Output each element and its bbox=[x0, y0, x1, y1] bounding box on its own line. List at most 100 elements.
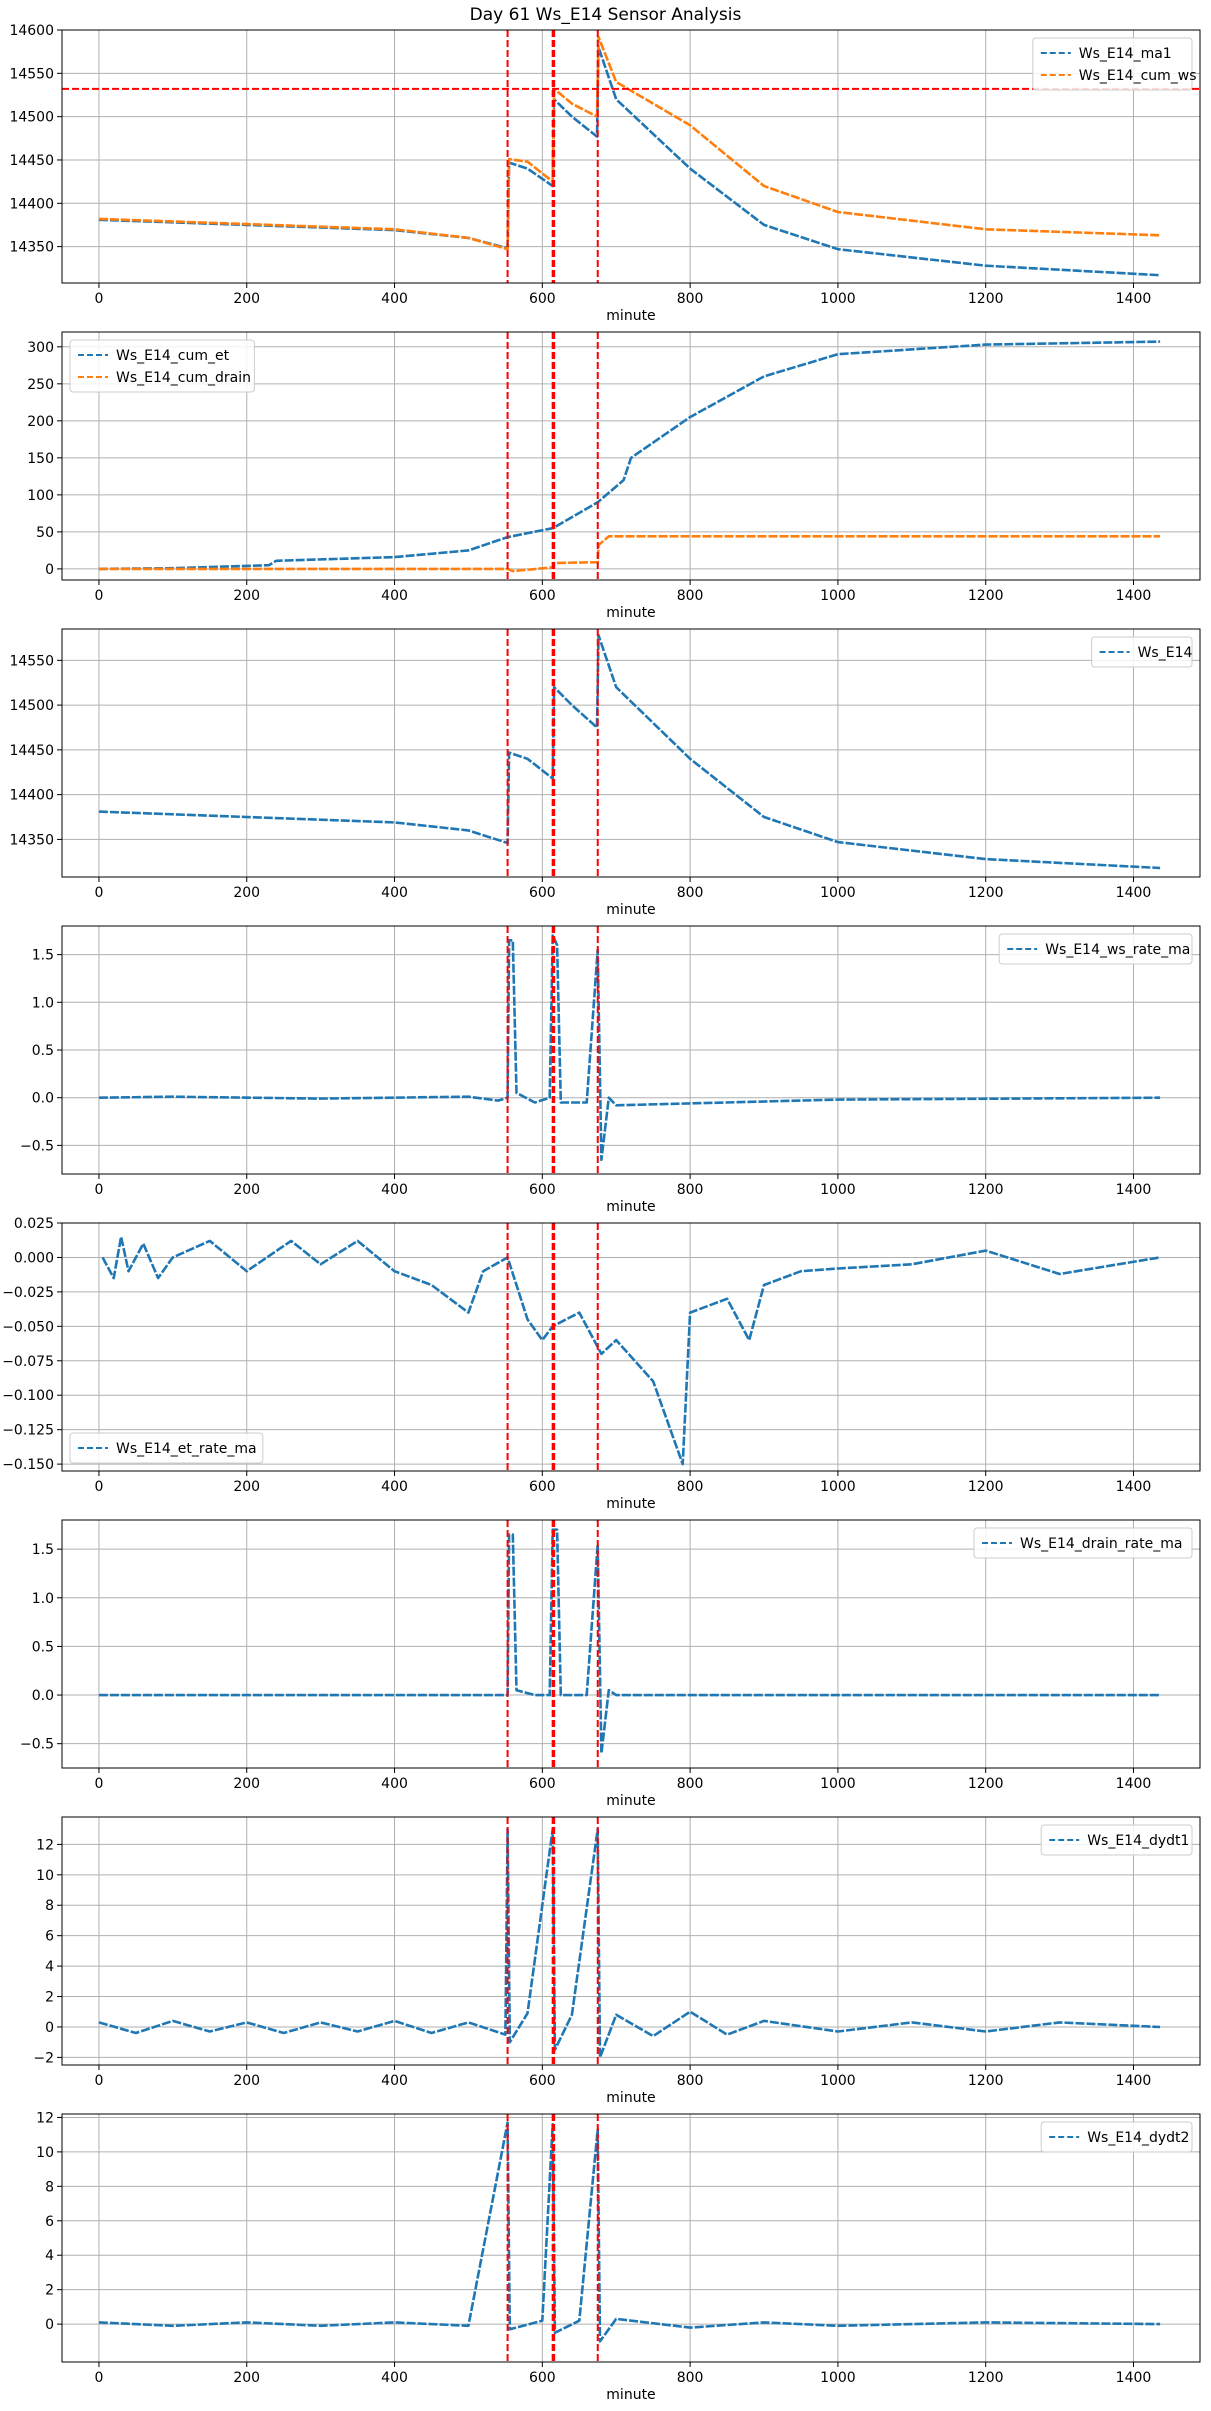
y-tick-label: 0.5 bbox=[32, 1043, 54, 1059]
y-tick-label: 50 bbox=[36, 525, 54, 541]
plot-area bbox=[98, 332, 1161, 580]
x-tick-label: 0 bbox=[94, 291, 103, 307]
x-tick-label: 200 bbox=[233, 1182, 260, 1198]
x-axis-label: minute bbox=[606, 605, 655, 621]
y-tick-label: 0 bbox=[45, 2020, 54, 2036]
legend-label: Ws_E14_cum_et bbox=[116, 348, 230, 364]
y-tick-label: −0.125 bbox=[2, 1423, 54, 1439]
y-tick-label: 10 bbox=[36, 2145, 54, 2161]
x-tick-label: 600 bbox=[529, 2073, 556, 2089]
x-tick-label: 800 bbox=[677, 2370, 704, 2386]
legend: Ws_E14_dydt2 bbox=[1040, 2121, 1193, 2153]
x-tick-label: 200 bbox=[233, 1479, 260, 1495]
legend-label: Ws_E14_et_rate_ma bbox=[116, 1441, 257, 1457]
y-tick-label: 1.5 bbox=[32, 948, 54, 964]
series-line-Ws_E14_et_rate_ma bbox=[101, 1235, 1161, 1466]
legend-label: Ws_E14_cum_ws bbox=[1079, 68, 1197, 84]
y-tick-label: 250 bbox=[27, 377, 54, 393]
x-tick-label: 1200 bbox=[968, 588, 1004, 604]
legend: Ws_E14_ma1 Ws_E14_cum_ws bbox=[1032, 37, 1197, 91]
y-tick-label: 300 bbox=[27, 340, 54, 356]
series-line-Ws_E14_dydt1 bbox=[98, 1827, 1161, 2059]
x-tick-label: 1400 bbox=[1116, 291, 1152, 307]
x-tick-label: 1200 bbox=[968, 2073, 1004, 2089]
legend: Ws_E14 bbox=[1091, 636, 1193, 668]
x-tick-label: 1200 bbox=[968, 1479, 1004, 1495]
axes-frame bbox=[61, 331, 1201, 581]
y-tick-label: 0.000 bbox=[14, 1250, 54, 1266]
series-line-Ws_E14_dydt2 bbox=[98, 2121, 1161, 2343]
y-tick-label: 14500 bbox=[9, 110, 54, 126]
y-tick-label: 1.0 bbox=[32, 995, 54, 1011]
legend-box bbox=[1040, 2121, 1193, 2153]
x-tick-label: 600 bbox=[529, 1776, 556, 1792]
legend: Ws_E14_ws_rate_ma bbox=[998, 933, 1193, 965]
legend-box bbox=[1091, 636, 1193, 668]
legend-box bbox=[69, 1432, 264, 1464]
y-tick-label: 14600 bbox=[9, 23, 54, 39]
y-tick-label: −0.100 bbox=[2, 1388, 54, 1404]
y-tick-label: 150 bbox=[27, 451, 54, 467]
y-tick-label: −0.050 bbox=[2, 1319, 54, 1335]
axes-frame bbox=[61, 2113, 1201, 2363]
legend-label: Ws_E14_ma1 bbox=[1079, 46, 1172, 62]
plot-area bbox=[98, 926, 1161, 1174]
x-tick-label: 400 bbox=[381, 2073, 408, 2089]
plot-area bbox=[98, 2114, 1161, 2362]
x-tick-label: 1000 bbox=[820, 885, 856, 901]
legend-label: Ws_E14_ws_rate_ma bbox=[1045, 942, 1190, 958]
y-tick-label: −0.150 bbox=[2, 1457, 54, 1473]
x-tick-label: 1400 bbox=[1116, 588, 1152, 604]
y-tick-label: 8 bbox=[45, 2179, 54, 2195]
panel-5: 0 200 400 600 800 1000 1200 1400 −0.150 −0.125 −0.… bbox=[2, 1216, 1201, 1512]
x-tick-label: 1000 bbox=[820, 2073, 856, 2089]
x-tick-label: 800 bbox=[677, 885, 704, 901]
plot-area bbox=[98, 629, 1161, 877]
legend-box bbox=[998, 933, 1193, 965]
x-tick-label: 1000 bbox=[820, 2370, 856, 2386]
y-tick-label: 14500 bbox=[9, 698, 54, 714]
x-tick-label: 1200 bbox=[968, 1776, 1004, 1792]
x-tick-label: 600 bbox=[529, 1182, 556, 1198]
x-tick-label: 800 bbox=[677, 1479, 704, 1495]
x-tick-label: 400 bbox=[381, 1479, 408, 1495]
y-tick-label: 1.0 bbox=[32, 1591, 54, 1607]
x-tick-label: 600 bbox=[529, 885, 556, 901]
legend: Ws_E14_dydt1 bbox=[1040, 1824, 1193, 1856]
y-tick-label: 6 bbox=[45, 2214, 54, 2230]
legend: Ws_E14_cum_et Ws_E14_cum_drain bbox=[69, 339, 255, 393]
y-tick-label: −0.025 bbox=[2, 1285, 54, 1301]
panel-7: 0 200 400 600 800 1000 1200 1400 −2 0 2 4 6 8 10 12 minu… bbox=[33, 1816, 1201, 2106]
y-tick-label: −2 bbox=[33, 2050, 54, 2066]
y-tick-label: −0.5 bbox=[20, 1737, 54, 1753]
x-tick-label: 1400 bbox=[1116, 1479, 1152, 1495]
x-tick-label: 800 bbox=[677, 1776, 704, 1792]
axes-frame bbox=[61, 628, 1201, 878]
y-tick-label: 0.5 bbox=[32, 1639, 54, 1655]
legend-box bbox=[973, 1527, 1193, 1559]
figure-title: Day 61 Ws_E14 Sensor Analysis bbox=[469, 5, 742, 25]
legend-label: Ws_E14_dydt1 bbox=[1087, 1833, 1189, 1849]
x-axis-label: minute bbox=[606, 1199, 655, 1215]
x-tick-label: 0 bbox=[94, 1479, 103, 1495]
y-tick-label: 14350 bbox=[9, 832, 54, 848]
panel-2: 0 200 400 600 800 1000 1200 1400 0 50 100 150 200 250… bbox=[27, 331, 1201, 621]
x-tick-label: 600 bbox=[529, 291, 556, 307]
x-tick-label: 400 bbox=[381, 885, 408, 901]
x-tick-label: 1200 bbox=[968, 291, 1004, 307]
series-line-Ws_E14_ws_rate_ma bbox=[98, 934, 1161, 1161]
y-tick-label: −0.5 bbox=[20, 1138, 54, 1154]
plot-area bbox=[101, 1223, 1161, 1471]
plot-area bbox=[98, 1520, 1161, 1768]
x-tick-label: 600 bbox=[529, 2370, 556, 2386]
legend-box bbox=[1040, 1824, 1193, 1856]
legend-label: Ws_E14_cum_drain bbox=[116, 370, 251, 386]
x-tick-label: 0 bbox=[94, 588, 103, 604]
y-tick-label: 8 bbox=[45, 1898, 54, 1914]
x-tick-label: 600 bbox=[529, 588, 556, 604]
x-tick-label: 800 bbox=[677, 1182, 704, 1198]
legend-label: Ws_E14_dydt2 bbox=[1087, 2130, 1189, 2146]
legend-label: Ws_E14_drain_rate_ma bbox=[1020, 1536, 1182, 1552]
y-tick-label: 100 bbox=[27, 488, 54, 504]
x-tick-label: 1400 bbox=[1116, 1182, 1152, 1198]
